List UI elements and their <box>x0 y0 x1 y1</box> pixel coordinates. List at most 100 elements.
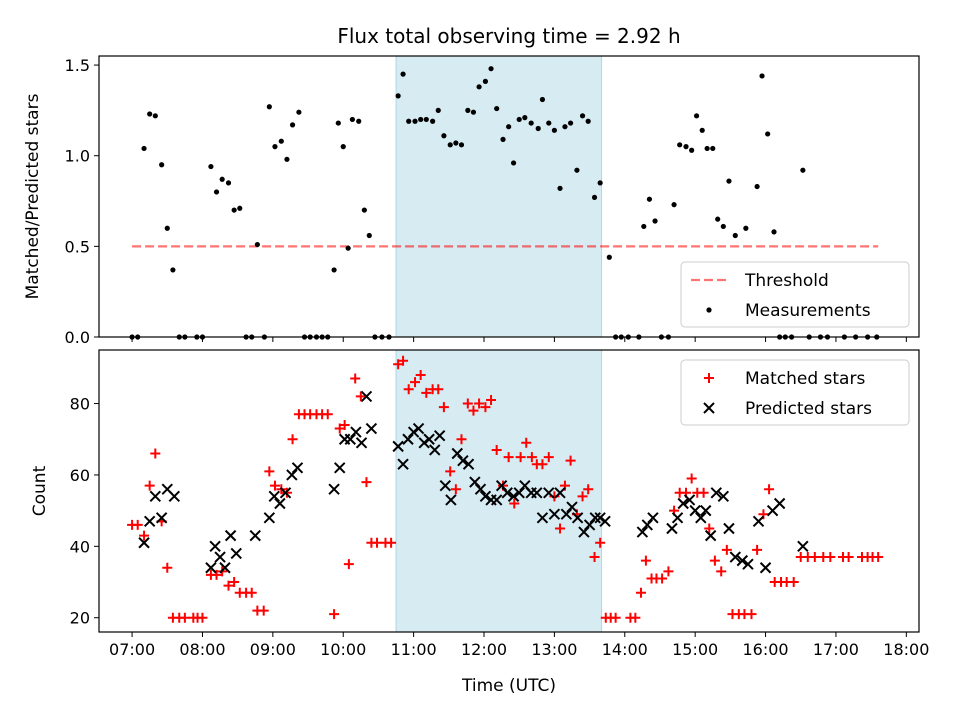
matched-point <box>503 452 514 463</box>
matched-point <box>746 609 757 620</box>
measurement-point <box>331 267 337 273</box>
matched-point <box>764 484 775 495</box>
matched-point <box>704 523 715 534</box>
measurement-point <box>528 120 534 126</box>
legend-predicted-swatch <box>703 402 715 414</box>
measurement-point <box>395 93 401 99</box>
measurement-point <box>754 183 760 190</box>
predicted-point <box>412 422 425 435</box>
measurement-point <box>296 109 302 115</box>
matched-point <box>322 409 333 420</box>
matched-point <box>339 419 350 430</box>
y-tick-label: 1.5 <box>65 56 90 75</box>
y-tick-label: 20 <box>70 609 90 628</box>
predicted-point <box>230 547 242 560</box>
legend-box <box>680 359 910 426</box>
measurement-point <box>366 232 372 239</box>
matched-point <box>144 480 155 491</box>
axes-frame <box>98 55 920 338</box>
matched-point <box>521 437 532 448</box>
matched-point <box>269 480 280 491</box>
measurement-point <box>800 167 806 173</box>
measurement-point <box>453 140 459 146</box>
measurement-point <box>699 127 705 133</box>
matched-point <box>361 477 372 488</box>
x-tick-label: 17:00 <box>813 640 859 659</box>
matched-point <box>635 587 646 598</box>
measurement-point <box>345 245 351 251</box>
y-tick-label: 60 <box>70 466 90 485</box>
predicted-point <box>536 512 549 524</box>
matched-point <box>197 612 208 623</box>
predicted-point <box>402 433 414 445</box>
measurement-point <box>335 120 341 126</box>
matched-point <box>630 612 641 623</box>
y-tick-label: 0.5 <box>65 237 90 256</box>
matched-point <box>139 530 150 541</box>
matched-point <box>410 377 421 388</box>
matched-point <box>577 491 588 502</box>
matched-point <box>788 577 799 588</box>
matched-point <box>809 552 820 563</box>
x-tick-label: 09:00 <box>250 640 296 659</box>
measurement-point <box>516 116 522 123</box>
predicted-point <box>554 487 566 499</box>
predicted-point <box>392 440 404 453</box>
predicted-point <box>677 497 689 510</box>
matched-point <box>583 484 594 495</box>
matched-point <box>474 398 485 409</box>
measurement-point <box>152 113 158 119</box>
predicted-point <box>291 462 304 474</box>
measurement-point <box>423 116 429 123</box>
measurement-point <box>465 107 471 113</box>
legend-label: Predicted stars <box>745 399 872 419</box>
matched-point <box>825 552 836 563</box>
predicted-point <box>209 540 221 553</box>
measurement-point <box>494 105 500 112</box>
matched-point <box>537 459 548 470</box>
measurement-point <box>349 116 355 123</box>
predicted-point <box>723 522 735 535</box>
predicted-point <box>224 529 237 542</box>
x-tick-label: 15:00 <box>672 640 718 659</box>
predicted-point <box>279 487 292 499</box>
predicted-point <box>589 512 601 524</box>
measurement-point <box>458 142 465 148</box>
predicted-point <box>752 515 765 528</box>
matched-point <box>415 369 426 380</box>
measurement-point <box>606 254 612 260</box>
matched-point <box>709 555 720 566</box>
matched-point <box>372 537 383 548</box>
matched-point <box>698 487 709 498</box>
predicted-point <box>560 508 573 520</box>
predicted-point <box>249 529 261 542</box>
measurement-point <box>759 73 765 79</box>
predicted-point <box>700 504 712 517</box>
highlight-span <box>395 349 603 633</box>
measurement-point <box>567 120 574 126</box>
measurement-point <box>652 218 658 224</box>
measurement-point <box>579 113 586 119</box>
x-tick-label: 14:00 <box>602 640 648 659</box>
measurement-point <box>361 207 367 213</box>
measurement-point <box>720 223 726 230</box>
x-tick-label: 08:00 <box>179 640 225 659</box>
predicted-point <box>433 429 446 442</box>
matched-point <box>229 577 240 588</box>
measurement-point <box>574 167 580 173</box>
measurement-point <box>522 115 528 121</box>
predicted-point <box>647 512 659 524</box>
measurement-point <box>164 225 170 231</box>
predicted-point <box>683 494 696 506</box>
matched-point <box>555 523 566 534</box>
measurement-point <box>704 145 710 152</box>
predicted-point <box>583 519 596 531</box>
measurement-point <box>482 78 489 84</box>
measurement-point <box>689 147 695 153</box>
measurement-point <box>400 71 406 77</box>
matched-point <box>179 612 190 623</box>
measurement-point <box>715 216 721 222</box>
matched-point <box>565 455 576 466</box>
measurement-point <box>546 120 552 126</box>
